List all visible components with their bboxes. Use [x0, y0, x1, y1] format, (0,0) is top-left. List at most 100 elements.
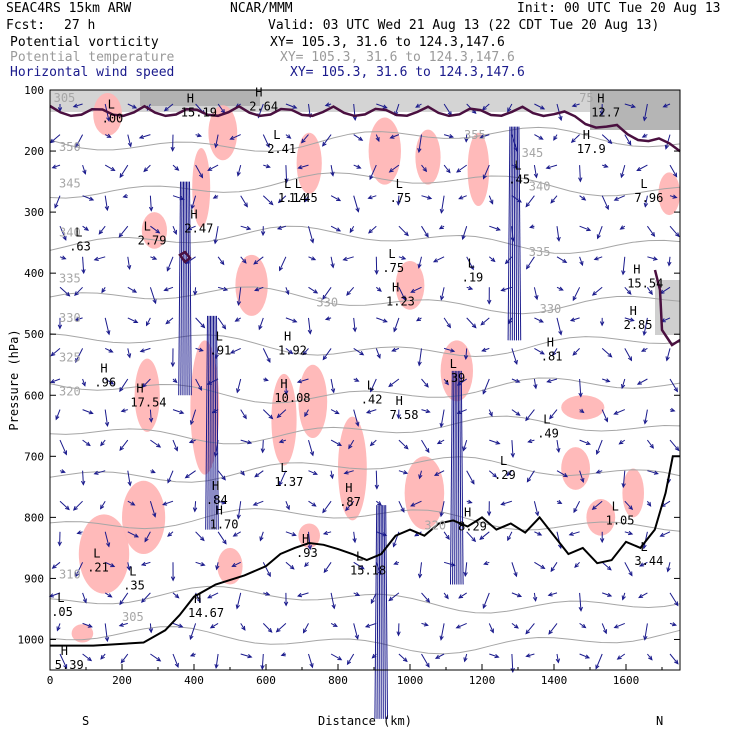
wind-vector: [104, 317, 110, 335]
wind-arrowhead: [532, 596, 538, 602]
wind-arrowhead: [418, 474, 423, 480]
theta-contour: [49, 225, 681, 254]
wind-arrowhead: [200, 562, 206, 567]
wind-vector: [511, 348, 518, 365]
extremum-value: 14.67: [188, 606, 224, 620]
wind-arrowhead: [639, 562, 645, 567]
wind-arrowhead: [396, 414, 401, 420]
wind-vector: [73, 103, 83, 108]
extremum-value: .93: [296, 546, 318, 560]
wind-arrowhead: [396, 200, 401, 206]
wind-vector: [440, 287, 445, 300]
wind-vector: [556, 440, 560, 452]
wind-vector: [119, 164, 129, 178]
wind-arrowhead: [267, 628, 273, 633]
wind-vector: [82, 470, 84, 485]
wind-arrowhead: [242, 258, 247, 264]
terrain-layer: [50, 455, 680, 647]
wind-arrowhead: [461, 235, 466, 241]
wind-arrowhead: [322, 141, 327, 147]
wind-vector: [443, 103, 452, 116]
wind-arrowhead: [49, 379, 56, 384]
wind-vector: [100, 439, 106, 446]
theta-contour: [49, 333, 681, 358]
wind-arrowhead: [410, 288, 416, 293]
theta-contour: [49, 456, 681, 483]
wind-arrowhead: [76, 530, 82, 535]
pv-max-region: [78, 514, 130, 594]
wind-vector: [637, 378, 648, 385]
wind-arrowhead: [671, 622, 677, 627]
wind-arrowhead: [72, 103, 78, 108]
wind-arrowhead: [57, 541, 62, 547]
wind-vector: [602, 592, 612, 597]
wind-vector: [440, 409, 445, 427]
wind-arrowhead: [621, 384, 626, 390]
wind-vector: [410, 286, 422, 293]
field-name-pv: Potential vorticity: [10, 35, 159, 50]
extremum-value: 8.29: [458, 519, 487, 533]
wind-arrowhead: [107, 593, 113, 598]
wind-arrowhead: [192, 507, 198, 513]
wind-arrowhead: [586, 227, 592, 232]
wind-vector: [240, 409, 247, 419]
extremum-value: 17.54: [130, 395, 166, 409]
wind-arrowhead: [643, 202, 649, 208]
wind-vector: [55, 409, 61, 420]
jet-vector: [460, 370, 464, 585]
wind-arrowhead: [322, 530, 328, 535]
wind-vector: [195, 164, 203, 178]
wind-vector: [365, 622, 377, 628]
wind-arrowhead: [659, 532, 665, 537]
wind-arrowhead: [120, 658, 126, 664]
wind-arrowhead: [291, 532, 297, 537]
wind-arrowhead: [278, 481, 283, 487]
wind-arrowhead: [558, 286, 564, 291]
wind-vector: [172, 653, 179, 668]
wind-arrowhead: [604, 417, 609, 423]
wind-vector: [82, 195, 94, 201]
wind-arrowhead: [55, 415, 60, 421]
wind-arrowhead: [641, 133, 647, 138]
wind-arrowhead: [174, 593, 180, 599]
wind-vector: [370, 378, 377, 392]
wind-arrowhead: [538, 318, 544, 323]
wind-arrowhead: [607, 352, 613, 358]
wind-vector: [398, 225, 409, 236]
wind-vector: [141, 592, 151, 603]
wind-vector: [421, 653, 430, 668]
extremum-marker: L: [367, 378, 374, 392]
wind-arrowhead: [56, 626, 61, 632]
wind-vector: [230, 134, 241, 140]
wind-arrowhead: [471, 323, 477, 329]
wind-arrowhead: [439, 295, 445, 301]
wind-arrowhead: [613, 410, 619, 415]
wind-vector: [233, 531, 241, 537]
wind-vector: [556, 470, 568, 478]
wind-vector: [104, 378, 114, 385]
pv-max-region: [561, 395, 605, 420]
wind-arrowhead: [331, 604, 336, 610]
wind-arrowhead: [93, 470, 99, 475]
wind-vector: [489, 439, 500, 445]
wind-arrowhead: [396, 631, 401, 637]
wind-vector: [669, 653, 679, 665]
wind-vector: [624, 348, 632, 361]
wind-arrowhead: [392, 542, 397, 548]
wind-arrowhead: [376, 353, 381, 359]
jet-vector: [454, 370, 456, 585]
jet-vector: [186, 181, 188, 396]
wind-vector: [511, 562, 517, 577]
y-axis-label: Pressure (hPa): [7, 329, 21, 430]
extremum-marker: H: [190, 207, 197, 221]
wind-arrowhead: [118, 622, 124, 627]
wind-arrowhead: [578, 392, 583, 398]
wind-vector: [322, 500, 332, 513]
wind-vector: [419, 470, 422, 479]
wind-vector: [172, 226, 177, 235]
extremum-marker: H: [100, 361, 107, 375]
x-tick-label: 400: [184, 674, 204, 687]
wind-arrowhead: [596, 234, 601, 240]
wind-arrowhead: [236, 171, 241, 177]
